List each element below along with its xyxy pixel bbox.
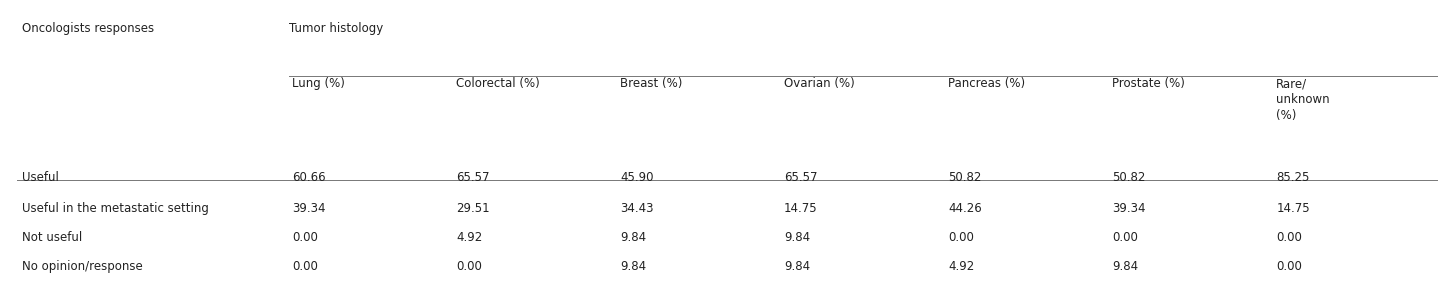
Text: 45.90: 45.90 [620, 171, 654, 184]
Text: Prostate (%): Prostate (%) [1112, 77, 1186, 90]
Text: 0.00: 0.00 [1277, 260, 1301, 273]
Text: 50.82: 50.82 [1112, 171, 1145, 184]
Text: 39.34: 39.34 [292, 202, 325, 215]
Text: Not useful: Not useful [22, 231, 82, 244]
Text: 60.66: 60.66 [292, 171, 325, 184]
Text: Useful: Useful [22, 171, 58, 184]
Text: 65.57: 65.57 [455, 171, 489, 184]
Text: 9.84: 9.84 [1112, 260, 1138, 273]
Text: 9.84: 9.84 [620, 231, 646, 244]
Text: 14.75: 14.75 [1277, 202, 1310, 215]
Text: 0.00: 0.00 [1112, 231, 1138, 244]
Text: 0.00: 0.00 [292, 260, 318, 273]
Text: Ovarian (%): Ovarian (%) [784, 77, 855, 90]
Text: Rare/
unknown
(%): Rare/ unknown (%) [1277, 77, 1330, 122]
Text: 9.84: 9.84 [784, 231, 810, 244]
Text: 9.84: 9.84 [620, 260, 646, 273]
Text: 9.84: 9.84 [784, 260, 810, 273]
Text: 44.26: 44.26 [949, 202, 982, 215]
Text: 50.82: 50.82 [949, 171, 982, 184]
Text: 29.51: 29.51 [455, 202, 490, 215]
Text: 0.00: 0.00 [292, 231, 318, 244]
Text: Colorectal (%): Colorectal (%) [455, 77, 539, 90]
Text: 65.57: 65.57 [784, 171, 817, 184]
Text: 0.00: 0.00 [455, 260, 482, 273]
Text: Tumor histology: Tumor histology [289, 22, 383, 35]
Text: No opinion/response: No opinion/response [22, 260, 142, 273]
Text: 85.25: 85.25 [1277, 171, 1310, 184]
Text: 4.92: 4.92 [949, 260, 975, 273]
Text: 39.34: 39.34 [1112, 202, 1145, 215]
Text: Useful in the metastatic setting: Useful in the metastatic setting [22, 202, 208, 215]
Text: Breast (%): Breast (%) [620, 77, 683, 90]
Text: 14.75: 14.75 [784, 202, 817, 215]
Text: 34.43: 34.43 [620, 202, 654, 215]
Text: 0.00: 0.00 [1277, 231, 1301, 244]
Text: Pancreas (%): Pancreas (%) [949, 77, 1025, 90]
Text: 0.00: 0.00 [949, 231, 975, 244]
Text: Lung (%): Lung (%) [292, 77, 344, 90]
Text: Oncologists responses: Oncologists responses [22, 22, 153, 35]
Text: 4.92: 4.92 [455, 231, 482, 244]
